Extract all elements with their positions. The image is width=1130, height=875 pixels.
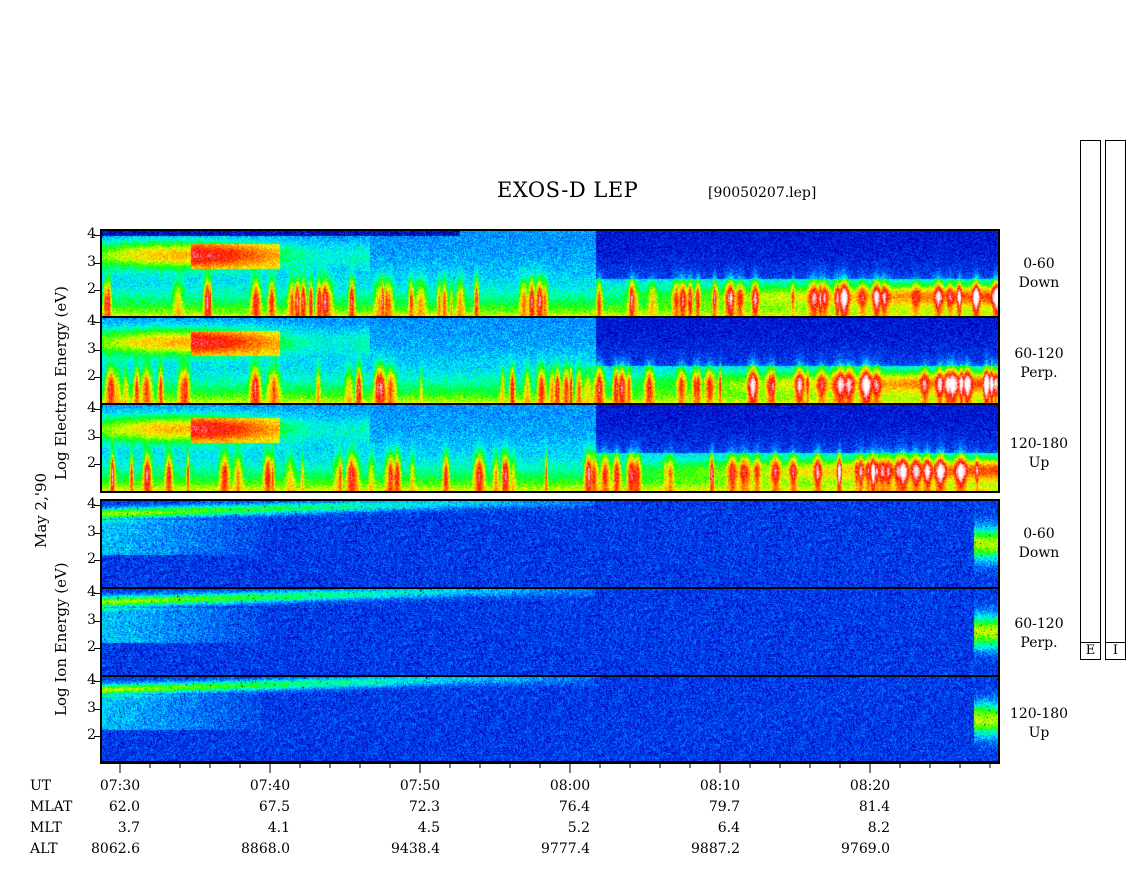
- axis-ut-value: 08:20: [849, 778, 891, 794]
- y-tick-mark: [94, 559, 100, 561]
- axis-ut-value: 07:40: [249, 778, 291, 794]
- y-tick-mark: [94, 463, 100, 465]
- axis-mlt-value: 3.7: [117, 820, 140, 836]
- electron-separator-1: [100, 316, 1000, 318]
- axis-mlat-value: 62.0: [108, 799, 140, 815]
- axis-ut-value: 07:30: [99, 778, 141, 794]
- y-tick-mark: [94, 620, 100, 622]
- axis-alt-value: 9438.4: [391, 841, 440, 857]
- axis-mlt-value: 6.4: [717, 820, 740, 836]
- axis-row-label: MLAT: [30, 799, 73, 815]
- axis-row-label: UT: [30, 778, 52, 794]
- axis-alt-value: 8062.6: [91, 841, 140, 857]
- date-label: May 2,'90: [32, 472, 50, 548]
- range-label-electron-perp: 60-120 Perp.: [1014, 346, 1064, 381]
- axis-mlt-value: 4.5: [417, 820, 440, 836]
- axis-mlat-value: 81.4: [858, 799, 890, 815]
- axis-ut-value: 08:10: [699, 778, 741, 794]
- ion-panel-down: [100, 500, 1000, 587]
- axis-mlat-value: 67.5: [258, 799, 290, 815]
- y-tick-mark: [94, 436, 100, 438]
- range-label-electron-down: 0-60 Down: [1018, 256, 1060, 291]
- y-tick-label: 4: [87, 672, 96, 689]
- y-tick-label: 3: [87, 523, 96, 540]
- range-label-ion-down: 0-60 Down: [1018, 526, 1060, 561]
- axis-alt-value: 9769.0: [841, 841, 890, 857]
- range-label-ion-perp: 60-120 Perp.: [1014, 616, 1064, 651]
- y-tick-mark: [94, 322, 100, 324]
- electron-separator-2: [100, 403, 1000, 405]
- y-tick-label: 3: [87, 253, 96, 270]
- y-tick-label: 3: [87, 427, 96, 444]
- y-tick-mark: [94, 505, 100, 507]
- y-tick-mark: [94, 262, 100, 264]
- axis-mlat-value: 72.3: [408, 799, 440, 815]
- y-tick-label: 3: [87, 340, 96, 357]
- y-tick-label: 2: [87, 550, 96, 567]
- y-tick-mark: [94, 289, 100, 291]
- range-label-ion-up: 120-180 Up: [1009, 706, 1069, 741]
- electron-panel-down: [100, 230, 1000, 317]
- axis-mlt-value: 8.2: [867, 820, 890, 836]
- axis-mlat-value: 79.7: [708, 799, 740, 815]
- y-tick-mark: [94, 593, 100, 595]
- y-tick-mark: [94, 376, 100, 378]
- axis-alt-value: 9777.4: [541, 841, 590, 857]
- y-tick-mark: [94, 532, 100, 534]
- y-tick-mark: [94, 647, 100, 649]
- y-tick-label: 2: [87, 367, 96, 384]
- axis-ut-value: 08:00: [549, 778, 591, 794]
- axis-alt-value: 9887.2: [691, 841, 740, 857]
- y-tick-label: 3: [87, 611, 96, 628]
- y-tick-label: 4: [87, 400, 96, 417]
- axis-mlt-value: 5.2: [567, 820, 590, 836]
- y-tick-label: 4: [87, 226, 96, 243]
- y-tick-label: 4: [87, 313, 96, 330]
- file-name: [90050207.lep]: [708, 185, 817, 201]
- ion-separator-2: [100, 675, 1000, 677]
- y-tick-label: 2: [87, 638, 96, 655]
- y-tick-label: 2: [87, 726, 96, 743]
- electron-panel-up: [100, 404, 1000, 491]
- y-tick-mark: [94, 235, 100, 237]
- chart-title: EXOS-D LEP: [497, 178, 639, 202]
- colorbar-electron-tag: E: [1080, 642, 1101, 660]
- y-tick-mark: [94, 681, 100, 683]
- electron-panel-perp: [100, 317, 1000, 404]
- y-tick-mark: [94, 349, 100, 351]
- colorbar-ion-tag: I: [1105, 642, 1126, 660]
- y-tick-label: 4: [87, 496, 96, 513]
- y-tick-mark: [94, 708, 100, 710]
- ion-axis-label: Log Ion Energy (eV): [52, 562, 70, 716]
- y-tick-label: 2: [87, 454, 96, 471]
- axis-alt-value: 8868.0: [241, 841, 290, 857]
- ion-separator-1: [100, 587, 1000, 589]
- y-tick-label: 3: [87, 699, 96, 716]
- y-tick-mark: [94, 735, 100, 737]
- axis-mlt-value: 4.1: [267, 820, 290, 836]
- colorbar-electron: [1080, 140, 1101, 660]
- axis-row-label: MLT: [30, 820, 62, 836]
- time-axis: [100, 762, 1000, 773]
- electron-axis-label: Log Electron Energy (eV): [52, 286, 70, 480]
- axis-mlat-value: 76.4: [558, 799, 590, 815]
- y-tick-label: 4: [87, 584, 96, 601]
- axis-row-label: ALT: [30, 841, 58, 857]
- y-tick-label: 2: [87, 280, 96, 297]
- ion-panel-up: [100, 676, 1000, 762]
- colorbar-ion: [1105, 140, 1126, 660]
- ion-panel-perp: [100, 588, 1000, 675]
- range-label-electron-up: 120-180 Up: [1009, 436, 1069, 471]
- y-tick-mark: [94, 409, 100, 411]
- axis-ut-value: 07:50: [399, 778, 441, 794]
